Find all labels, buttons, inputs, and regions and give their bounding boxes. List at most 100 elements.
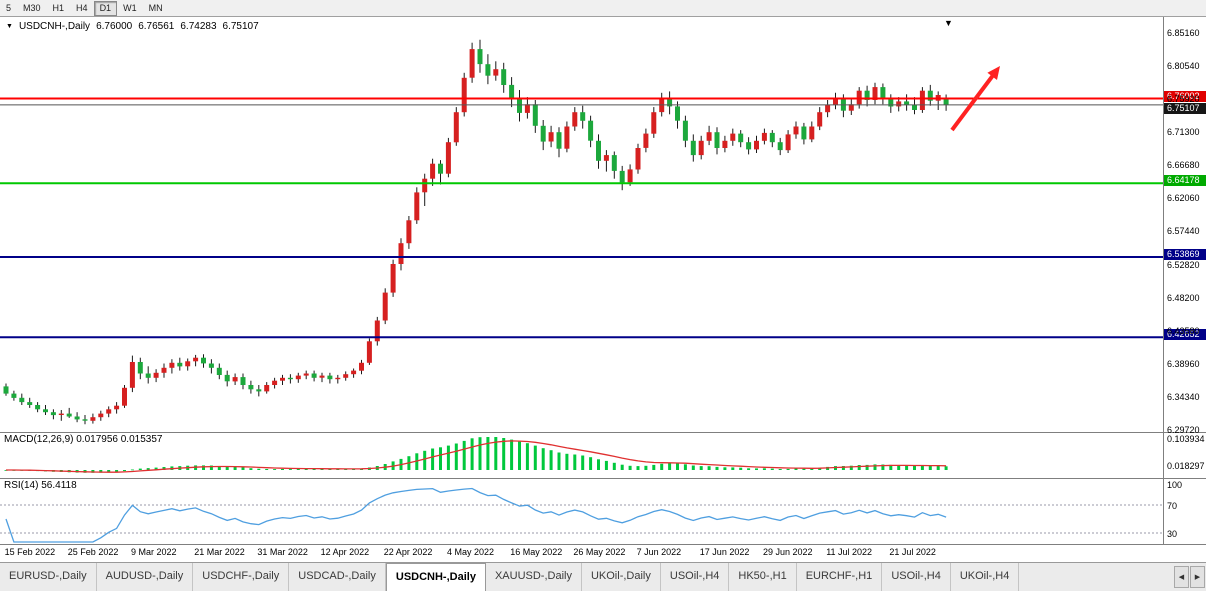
macd-histogram-bar [604,460,608,470]
candle-body-bull [398,243,404,264]
macd-histogram-bar [249,468,253,470]
timeframe-button-d1[interactable]: D1 [93,0,118,16]
macd-histogram-bar [905,465,909,470]
candle-body-bull [651,112,657,134]
candle-body-bull [809,126,815,140]
chart-tab-audusd-daily[interactable]: AUDUSD-,Daily [97,563,194,591]
macd-histogram-bar [920,465,924,470]
macd-histogram-bar [928,465,932,470]
macd-histogram-bar [660,463,664,470]
macd-histogram-bar [889,464,893,470]
candle-body-bull [896,101,902,107]
macd-histogram-bar [944,466,948,470]
candle-body-bear [35,405,41,410]
price-chart-canvas[interactable] [0,17,1206,562]
candle-body-bull [264,385,270,392]
macd-histogram-bar [162,467,166,470]
candle-body-bull [359,362,364,371]
symbol-period-label: USDCNH-,Daily [18,21,91,32]
candle-body-bull [295,375,301,380]
candle-body-bear [943,98,949,105]
candle-body-bull [833,97,838,105]
chart-title: ▼ USDCNH-,Daily 6.76000 6.76561 6.74283 … [6,21,259,32]
timeframe-button-m30[interactable]: M30 [17,0,47,16]
timeframe-button-h1[interactable]: H1 [46,0,71,16]
trend-arrow-annotation[interactable] [950,72,996,132]
timeframe-button-mn[interactable]: MN [142,0,169,16]
candle-body-bull [406,220,412,244]
candle-body-bull [754,140,759,150]
macd-histogram-bar [755,468,758,470]
chart-tab-ukoil-daily[interactable]: UKOil-,Daily [582,563,661,591]
ohlc-open-value: 6.76000 [96,21,133,32]
macd-histogram-bar [296,469,300,470]
chart-tab-hk50-h1[interactable]: HK50-,H1 [729,563,797,591]
candle-body-bear [588,120,594,141]
macd-histogram-bar [873,464,877,470]
macd-histogram-bar [304,468,308,470]
candle-body-bear [216,367,222,375]
macd-histogram-bar [636,466,640,470]
candle-body-bull [698,140,704,156]
macd-histogram-bar [857,465,861,470]
tabs-scroll-right-button[interactable]: ▶ [1190,566,1205,588]
macd-histogram-bar [739,467,743,470]
candle-body-bull [919,90,925,110]
macd-histogram-bar [146,468,150,470]
candle-body-bull [572,112,578,127]
chart-tab-usdcad-daily[interactable]: USDCAD-,Daily [289,563,386,591]
candle-body-bull [90,417,96,421]
candle-body-bear [50,412,56,416]
chart-tab-usdcnh-daily[interactable]: USDCNH-,Daily [385,563,486,591]
macd-histogram-bar [273,469,277,470]
timeframe-button-h4[interactable]: H4 [70,0,94,16]
candle-body-bull [524,104,530,113]
trend-arrow-head[interactable] [987,66,1000,80]
candle-body-bear [3,386,9,394]
candle-body-bull [185,361,191,367]
macd-histogram-bar [233,466,237,470]
macd-histogram-bar [565,453,569,470]
macd-histogram-bar [589,457,593,470]
timeframe-button-w1[interactable]: W1 [117,0,143,16]
candle-body-bear [19,397,25,403]
candle-body-bull [848,104,854,111]
candle-body-bear [556,132,562,149]
chart-tab-usoil-h4[interactable]: USOil-,H4 [882,563,951,591]
chart-tab-usdchf-daily[interactable]: USDCHF-,Daily [193,563,290,591]
timeframe-button-5[interactable]: 5 [0,0,18,16]
macd-histogram-bar [762,468,766,470]
candle-body-bull [603,155,609,161]
candle-body-bull [351,370,357,375]
macd-histogram-bar [525,443,529,470]
macd-histogram-bar [209,465,213,470]
candle-body-bull [414,192,420,221]
chart-tab-usoil-h4[interactable]: USOil-,H4 [661,563,730,591]
chart-tab-eurusd-daily[interactable]: EURUSD-,Daily [0,563,97,591]
candle-body-bear [840,97,846,111]
candle-body-bull [761,132,767,141]
macd-histogram-bar [770,468,774,470]
macd-histogram-bar [541,448,545,470]
candle-body-bear [11,393,17,398]
macd-histogram-bar [747,468,751,470]
candle-body-bear [201,357,206,364]
tabs-scroll-left-button[interactable]: ◀ [1174,566,1189,588]
ohlc-close-value: 6.75107 [222,21,259,32]
candle-body-bull [627,169,633,183]
candle-body-bear [532,104,538,126]
candle-body-bull [129,362,135,388]
macd-histogram-bar [723,467,727,470]
chart-tab-eurchf-h1[interactable]: EURCHF-,H1 [797,563,883,591]
candle-body-bull [319,375,325,378]
chart-tab-ukoil-h4[interactable]: UKOil-,H4 [951,563,1020,591]
ohlc-high-value: 6.76561 [138,21,175,32]
macd-histogram-bar [897,465,901,470]
macd-histogram-bar [676,463,679,470]
chart-tab-xauusd-daily[interactable]: XAUUSD-,Daily [486,563,582,591]
candle-body-bear [137,362,143,374]
macd-histogram-bar [123,470,126,472]
candle-body-bear [738,133,744,143]
candle-body-bull [280,377,285,381]
candle-body-bull [469,49,475,78]
